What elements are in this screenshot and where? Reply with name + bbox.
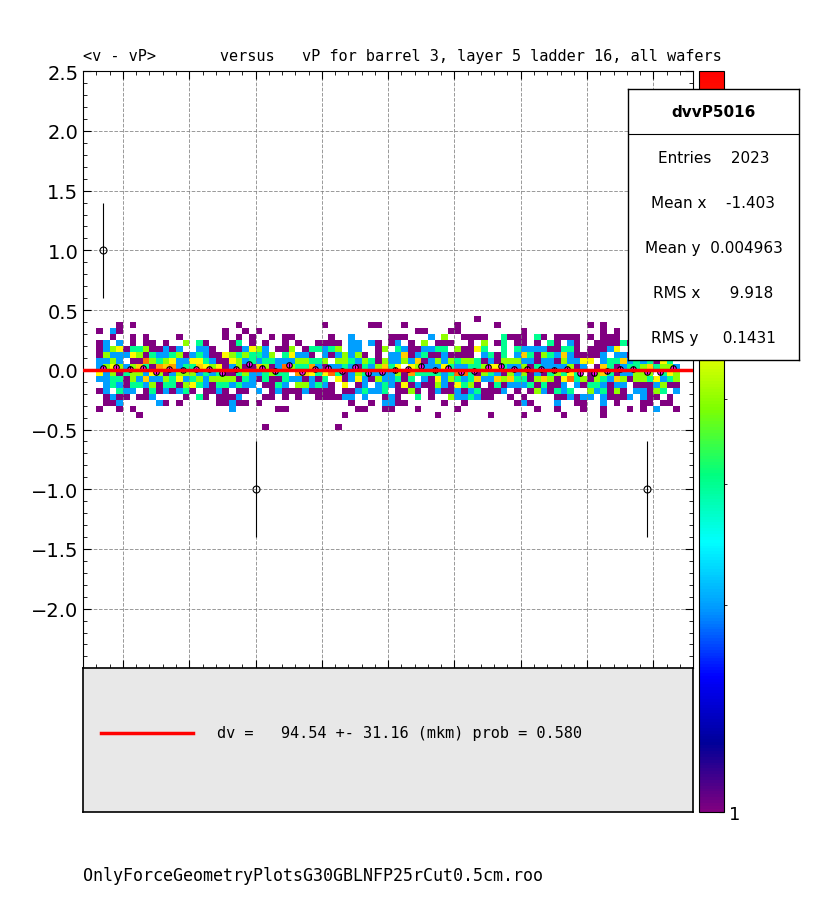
Text: Mean y  0.004963: Mean y 0.004963 (645, 241, 782, 255)
Point (613, 362, 626, 376)
Point (494, 359, 508, 373)
Point (136, 362, 150, 376)
Point (295, 365, 309, 380)
Point (229, 363, 242, 377)
Text: RMS y     0.1431: RMS y 0.1431 (651, 331, 776, 345)
Point (666, 361, 680, 375)
Point (640, 365, 653, 380)
Point (600, 364, 613, 379)
Point (454, 365, 468, 380)
Text: Entries    2023: Entries 2023 (657, 151, 770, 165)
Point (282, 359, 295, 373)
Point (441, 361, 454, 375)
Text: dvvP5016: dvvP5016 (671, 106, 755, 120)
Point (97, 362, 110, 376)
Text: <v - vP>       versus   vP for barrel 3, layer 5 ladder 16, all wafers: <v - vP> versus vP for barrel 3, layer 5… (83, 49, 722, 64)
Point (176, 364, 190, 378)
Point (561, 363, 574, 377)
Text: Mean x    -1.403: Mean x -1.403 (651, 196, 775, 210)
Point (574, 366, 587, 381)
Point (521, 362, 534, 376)
Point (309, 363, 322, 377)
Point (242, 358, 255, 373)
Point (349, 361, 362, 375)
Point (150, 365, 163, 380)
Point (215, 367, 229, 382)
Point (653, 365, 666, 380)
Point (362, 366, 375, 381)
Point (626, 362, 640, 376)
Text: dv =   94.54 +- 31.16 (mkm) prob = 0.580: dv = 94.54 +- 31.16 (mkm) prob = 0.580 (217, 725, 582, 741)
Point (375, 365, 389, 380)
Point (335, 364, 349, 379)
Point (123, 362, 136, 376)
Text: RMS x      9.918: RMS x 9.918 (653, 286, 774, 300)
Point (322, 361, 335, 375)
Point (481, 360, 494, 374)
Point (508, 363, 521, 377)
Point (255, 361, 269, 375)
Point (414, 359, 428, 373)
Point (269, 364, 282, 379)
Point (401, 363, 414, 377)
Point (110, 361, 123, 375)
Point (388, 364, 401, 378)
Point (202, 363, 215, 377)
Text: OnlyForceGeometryPlotsG30GBLNFP25rCut0.5cm.roo: OnlyForceGeometryPlotsG30GBLNFP25rCut0.5… (83, 866, 543, 884)
Point (189, 363, 202, 377)
Point (547, 364, 561, 378)
Point (587, 366, 601, 381)
Point (534, 363, 547, 377)
Point (428, 364, 441, 378)
Point (468, 364, 481, 378)
Point (163, 363, 176, 377)
